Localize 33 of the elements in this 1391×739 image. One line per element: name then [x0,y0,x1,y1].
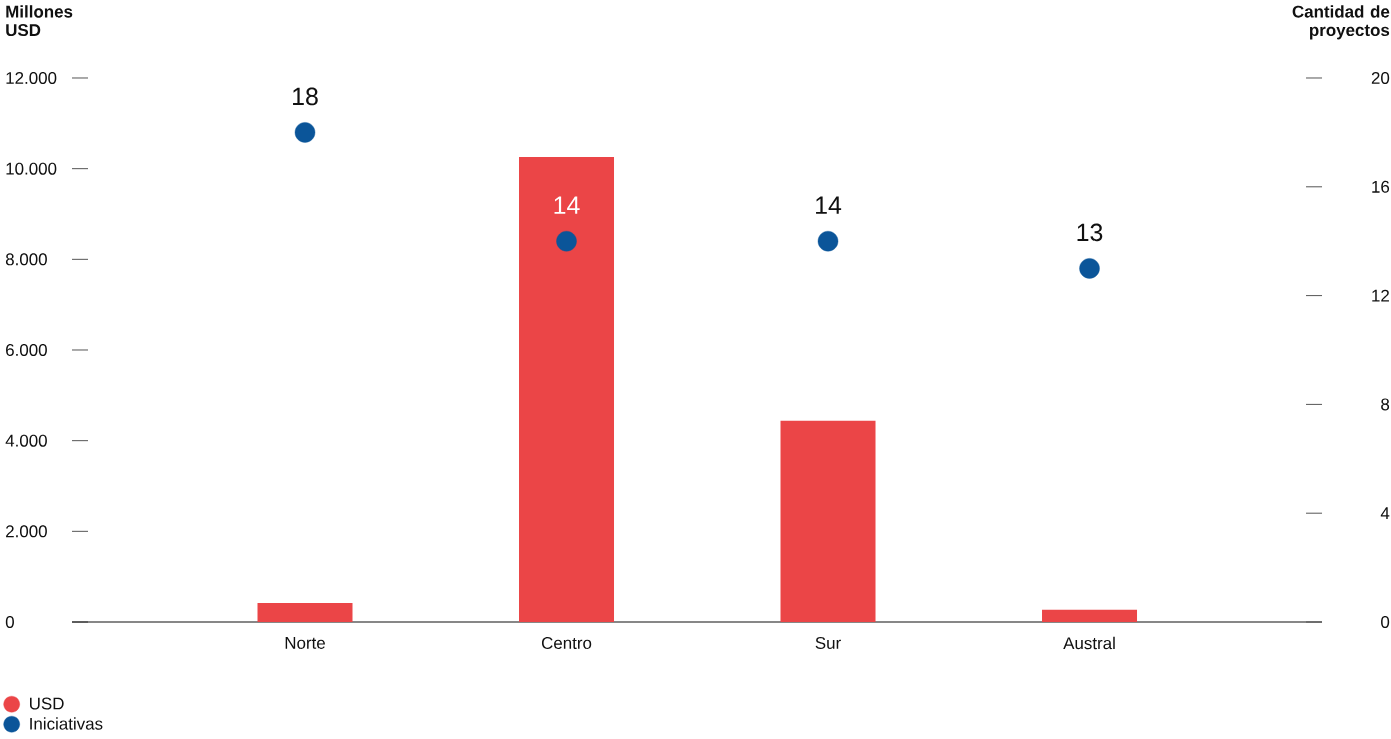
y2-tick-label: 8 [1381,398,1390,411]
bar [780,420,876,622]
y2-tick-label: 16 [1372,180,1390,193]
point [1079,258,1100,279]
x-tick-label: Austral [1063,636,1115,650]
data-label: 13 [1077,223,1103,242]
x-tick-label: Centro [541,637,592,649]
y2-tick-label: 4 [1380,507,1390,520]
bar [519,156,615,622]
data-label: 18 [293,87,318,106]
bar [257,602,353,622]
y-tick-label: 10.000 [6,162,57,175]
bar [1042,609,1138,622]
legend-label: Iniciativas [30,717,103,730]
y2-tick-label: 12 [1372,289,1389,302]
y-axis-title: Millones USD [6,5,73,37]
y-tick-label: 8.000 [5,253,47,266]
point [556,231,577,252]
y2-tick-label: 0 [1381,616,1390,628]
y-tick-label: 12.000 [6,71,57,84]
x-tick-label: Norte [285,637,325,649]
y-tick-label: 4.000 [5,434,47,447]
legend-label: USD [30,697,64,710]
y-tick-label: 2.000 [6,525,47,538]
point [817,231,839,252]
y-tick-label: 6.000 [6,344,47,356]
data-label: 14 [554,196,580,214]
data-label: 14 [816,196,842,214]
y2-tick-label: 20 [1371,72,1390,84]
y2-axis-title: Cantidad de proyectos [1292,5,1390,40]
y-tick-label: 0 [5,616,14,628]
x-tick-label: Sur [815,637,841,649]
point [294,122,316,143]
